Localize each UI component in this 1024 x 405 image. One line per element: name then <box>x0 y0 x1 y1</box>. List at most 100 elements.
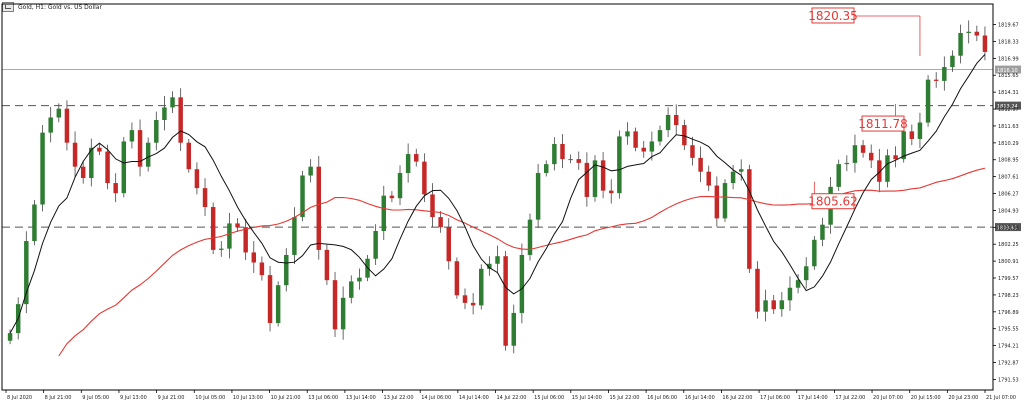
plot-frame <box>1 3 994 391</box>
candle-body <box>552 143 557 165</box>
candle-body <box>974 31 980 36</box>
candle <box>925 75 931 127</box>
y-tick-label: 1808.95 <box>998 158 1019 164</box>
candle-body <box>560 143 565 160</box>
candle-body <box>446 227 451 262</box>
current-price-label: 1816.10 <box>997 68 1018 74</box>
candle <box>909 124 915 146</box>
candle <box>812 236 817 270</box>
candle <box>787 276 793 311</box>
candle <box>795 274 801 294</box>
candle-body <box>438 217 443 228</box>
candle <box>803 257 809 289</box>
candle <box>958 24 963 64</box>
candle <box>97 143 102 156</box>
candle-body <box>170 97 175 108</box>
candle <box>730 164 736 190</box>
candle <box>738 159 744 181</box>
candle-body <box>625 131 630 137</box>
candle <box>755 261 760 319</box>
candle-body <box>235 223 240 228</box>
candle <box>178 88 183 152</box>
candle-body <box>893 155 898 160</box>
candle <box>340 286 346 340</box>
x-tick-label: 17 Jul 14:00 <box>798 395 828 401</box>
price-annotations: 1820.35 1811.78 1805.62 <box>808 7 921 210</box>
candle-body <box>950 55 955 68</box>
candle <box>373 224 378 265</box>
candle <box>414 148 419 167</box>
candle <box>868 144 874 168</box>
candle <box>625 122 630 145</box>
candle <box>7 329 13 345</box>
y-tick-label: 1814.31 <box>998 90 1019 96</box>
candle <box>72 131 78 178</box>
candle-body <box>479 268 484 306</box>
candle <box>129 122 135 149</box>
x-tick-label: 9 Jul 05:00 <box>82 395 109 401</box>
candle <box>673 104 679 135</box>
candle <box>665 107 671 138</box>
x-tick-label: 9 Jul 21:00 <box>158 395 185 401</box>
candle <box>113 173 118 203</box>
candle-body <box>942 67 947 81</box>
candle <box>641 140 646 158</box>
y-tick-label: 1815.65 <box>998 73 1019 79</box>
candle-body <box>576 159 581 163</box>
y-tick-label: 1795.55 <box>998 327 1019 333</box>
candle <box>292 207 297 264</box>
candle-body <box>414 154 419 162</box>
candle-body <box>137 130 143 167</box>
candle-body <box>535 172 541 220</box>
x-tick-label: 10 Jul 21:00 <box>271 395 301 401</box>
candle <box>389 191 395 203</box>
candle-body <box>7 333 13 341</box>
candle <box>552 137 557 171</box>
candle-body <box>487 263 492 269</box>
annotation-label: 1820.35 <box>808 9 858 23</box>
x-tick-label: 9 Jul 13:00 <box>120 395 147 401</box>
y-tick-label: 1804.93 <box>998 208 1019 214</box>
candle <box>568 154 573 164</box>
x-tick-label: 10 Jul 13:00 <box>233 395 263 401</box>
annotation-label: 1805.62 <box>808 195 858 209</box>
y-tick-label: 1792.87 <box>998 361 1019 367</box>
candle-body <box>933 79 939 81</box>
candle-body <box>714 185 720 219</box>
level-price-label: 1813.24 <box>997 104 1018 110</box>
candle-body <box>925 79 931 123</box>
candle-body <box>852 145 858 163</box>
candle-body <box>48 117 53 133</box>
candle-body <box>251 252 257 263</box>
candle-body <box>349 281 354 298</box>
candle-body <box>982 35 988 52</box>
x-tick-label: 20 Jul 23:00 <box>948 395 978 401</box>
candle <box>316 156 322 260</box>
annotation-box <box>811 193 855 210</box>
candle-body <box>202 188 208 208</box>
candle-body <box>357 277 362 282</box>
x-tick-label: 15 Jul 22:00 <box>609 395 639 401</box>
x-tick-label: 10 Jul 05:00 <box>195 395 225 401</box>
candle-body <box>316 166 322 250</box>
candle-body <box>194 169 200 189</box>
candle-body <box>885 155 890 182</box>
candle <box>544 160 549 177</box>
candle <box>121 136 127 198</box>
x-tick-label: 17 Jul 22:00 <box>835 395 865 401</box>
candle-body <box>300 175 305 218</box>
candle-body <box>470 302 476 306</box>
price-axis: 1813.24 1803.61 1816.10 1819.67 1818.33 1816.… <box>993 23 1021 383</box>
y-tick-label: 1818.33 <box>998 39 1019 45</box>
candle-body <box>836 164 841 187</box>
candle-body <box>665 114 671 131</box>
x-tick-label: 17 Jul 06:00 <box>760 395 790 401</box>
candle <box>446 218 451 270</box>
x-tick-label: 14 Jul 22:00 <box>497 395 527 401</box>
candle <box>844 155 850 172</box>
candle <box>763 289 768 322</box>
candle <box>422 153 427 203</box>
candle-body <box>178 97 183 143</box>
